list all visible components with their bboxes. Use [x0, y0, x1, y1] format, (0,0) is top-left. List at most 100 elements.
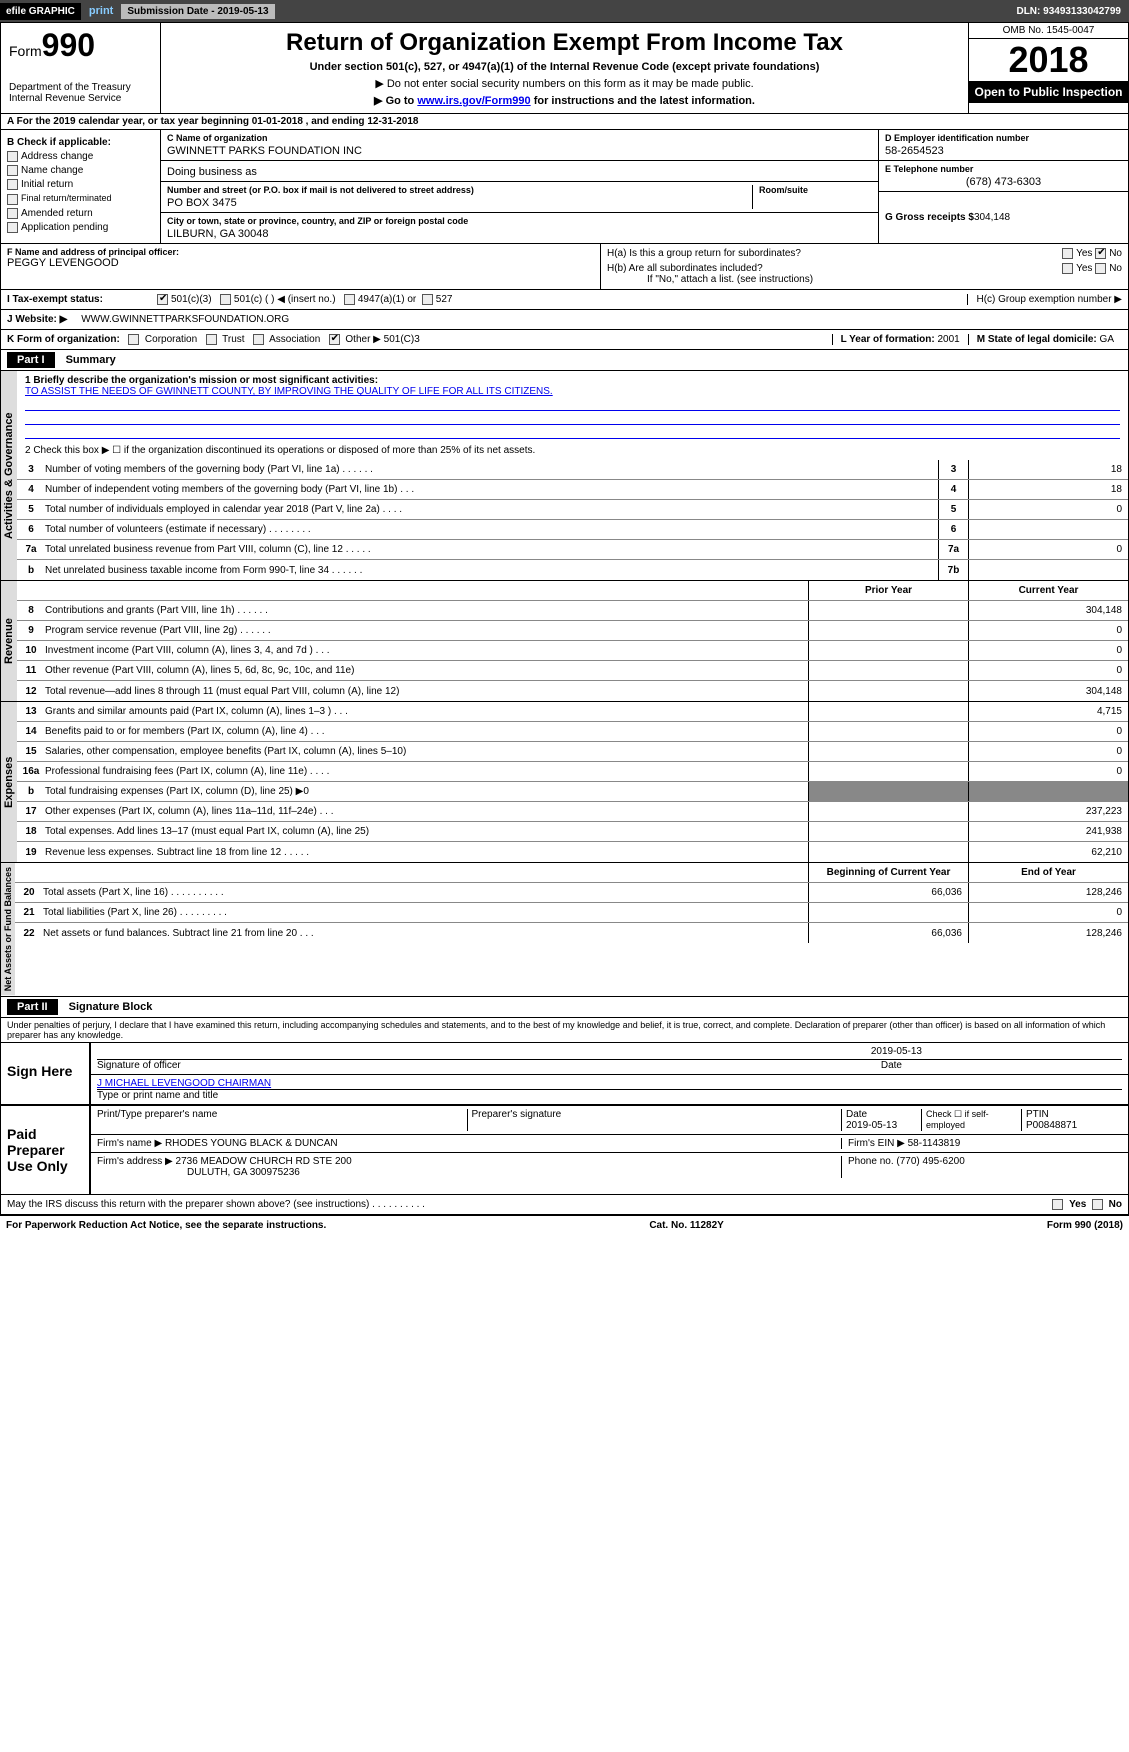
prep-name-lbl: Print/Type preparer's name [97, 1109, 468, 1131]
department: Department of the Treasury Internal Reve… [9, 82, 152, 104]
open-to-public: Open to Public Inspection [969, 81, 1128, 103]
check-if-applicable: B Check if applicable: [7, 137, 154, 148]
tax-527[interactable] [422, 294, 433, 305]
form-note2-post: for instructions and the latest informat… [531, 95, 755, 107]
tax-label: I Tax-exempt status: [7, 294, 157, 305]
city-label: City or town, state or province, country… [167, 216, 872, 226]
ha-no[interactable] [1095, 248, 1106, 259]
ha-label: H(a) Is this a group return for subordin… [607, 248, 801, 259]
check-amended[interactable] [7, 208, 18, 219]
topbar: efile GRAPHIC print Submission Date - 20… [0, 0, 1129, 22]
prep-date: 2019-05-13 [846, 1120, 897, 1131]
form-subtitle: Under section 501(c), 527, or 4947(a)(1)… [167, 61, 962, 73]
officer-name: PEGGY LEVENGOOD [7, 257, 594, 269]
part2-hdr: Part II [7, 999, 58, 1015]
netassets-table: Net Assets or Fund Balances Beginning of… [0, 863, 1129, 996]
tax-4947[interactable] [344, 294, 355, 305]
section-b: B Check if applicable: Address change Na… [0, 130, 1129, 244]
submission-date: Submission Date - 2019-05-13 [121, 4, 274, 19]
hb-yes[interactable] [1062, 263, 1073, 274]
city: LILBURN, GA 30048 [167, 228, 872, 240]
line-a: A For the 2019 calendar year, or tax yea… [1, 114, 424, 129]
net-section-label: Net Assets or Fund Balances [1, 863, 15, 995]
check-name[interactable] [7, 165, 18, 176]
print-link[interactable]: print [81, 5, 121, 17]
footer-mid: Cat. No. 11282Y [649, 1220, 723, 1231]
korg-corp[interactable] [128, 334, 139, 345]
officer-name-title: J MICHAEL LEVENGOOD CHAIRMAN [97, 1078, 1122, 1090]
gross-val: 304,148 [974, 212, 1010, 223]
form-title: Return of Organization Exempt From Incom… [167, 29, 962, 57]
begin-year-hdr: Beginning of Current Year [808, 863, 968, 882]
sign-here-label: Sign Here [1, 1043, 91, 1104]
korg-other[interactable] [329, 334, 340, 345]
expenses-table: Expenses 13Grants and similar amounts pa… [0, 702, 1129, 863]
ha-yes[interactable] [1062, 248, 1073, 259]
line-tax-status: I Tax-exempt status: 501(c)(3) 501(c) ( … [0, 290, 1129, 310]
year-formation: 2001 [937, 334, 959, 345]
current-year-hdr: Current Year [968, 581, 1128, 600]
officer-label: F Name and address of principal officer: [7, 247, 594, 257]
ptin: P00848871 [1026, 1120, 1077, 1131]
gross-label: G Gross receipts $ [885, 212, 974, 223]
penalty-text: Under penalties of perjury, I declare th… [1, 1018, 1128, 1042]
hb-note: If "No," attach a list. (see instruction… [647, 274, 1122, 285]
hb-label: H(b) Are all subordinates included? [607, 263, 763, 274]
line1-label: 1 Briefly describe the organization's mi… [25, 375, 1120, 386]
room-label: Room/suite [759, 185, 872, 195]
sig-officer-lbl: Signature of officer [97, 1060, 181, 1071]
ein: 58-2654523 [885, 145, 1122, 157]
footer-left: For Paperwork Reduction Act Notice, see … [6, 1220, 326, 1231]
org-name-label: C Name of organization [167, 133, 872, 143]
part1-header-row: Part I Summary [0, 350, 1129, 371]
check-final[interactable] [7, 194, 18, 205]
discuss-yes[interactable] [1052, 1199, 1063, 1210]
dln: DLN: 93493133042799 [1016, 6, 1129, 17]
form-note2-pre: ▶ Go to [374, 95, 417, 107]
korg-label: K Form of organization: [7, 334, 120, 345]
part1-title: Summary [66, 354, 116, 366]
signature-section: Under penalties of perjury, I declare th… [0, 1018, 1129, 1215]
prior-year-hdr: Prior Year [808, 581, 968, 600]
gov-section-label: Activities & Governance [1, 371, 17, 580]
governance-table: Activities & Governance 1 Briefly descri… [0, 371, 1129, 581]
line-k-org: K Form of organization: Corporation Trus… [0, 330, 1129, 350]
hc-label: H(c) Group exemption number ▶ [967, 294, 1122, 305]
form-prefix: Form [9, 43, 42, 59]
prep-sig-lbl: Preparer's signature [468, 1109, 843, 1131]
discuss-text: May the IRS discuss this return with the… [7, 1199, 425, 1210]
line-website: J Website: ▶ WWW.GWINNETTPARKSFOUNDATION… [0, 310, 1129, 330]
check-initial[interactable] [7, 179, 18, 190]
paid-preparer-label: Paid Preparer Use Only [1, 1106, 91, 1194]
part2-header-row: Part II Signature Block [0, 997, 1129, 1018]
efile-label: efile GRAPHIC [0, 3, 81, 20]
korg-assoc[interactable] [253, 334, 264, 345]
discuss-no[interactable] [1092, 1199, 1103, 1210]
check-address[interactable] [7, 151, 18, 162]
firm-ein: 58-1143819 [908, 1138, 961, 1149]
check-pending[interactable] [7, 222, 18, 233]
tax-501c[interactable] [220, 294, 231, 305]
exp-section-label: Expenses [1, 702, 17, 862]
irs-link[interactable]: www.irs.gov/Form990 [417, 95, 530, 107]
part2-title: Signature Block [69, 1001, 153, 1013]
page-footer: For Paperwork Reduction Act Notice, see … [0, 1215, 1129, 1235]
rev-section-label: Revenue [1, 581, 17, 701]
end-year-hdr: End of Year [968, 863, 1128, 882]
tax-year: 2018 [969, 39, 1128, 81]
web-label: J Website: ▶ [7, 314, 67, 325]
hb-no[interactable] [1095, 263, 1106, 274]
footer-right: Form 990 (2018) [1047, 1220, 1123, 1231]
firm-phone: (770) 495-6200 [896, 1156, 964, 1167]
address: PO BOX 3475 [167, 197, 752, 209]
firm-name: RHODES YOUNG BLACK & DUNCAN [165, 1138, 338, 1149]
korg-trust[interactable] [206, 334, 217, 345]
part1-hdr: Part I [7, 352, 55, 368]
org-name: GWINNETT PARKS FOUNDATION INC [167, 145, 872, 157]
mission-text: TO ASSIST THE NEEDS OF GWINNETT COUNTY, … [25, 386, 1120, 397]
dba-label: Doing business as [167, 166, 872, 178]
check-self-emp: Check ☐ if self-employed [922, 1109, 1022, 1131]
form-header: Form990 Department of the Treasury Inter… [0, 22, 1129, 114]
tax-501c3[interactable] [157, 294, 168, 305]
section-fg: F Name and address of principal officer:… [0, 244, 1129, 290]
